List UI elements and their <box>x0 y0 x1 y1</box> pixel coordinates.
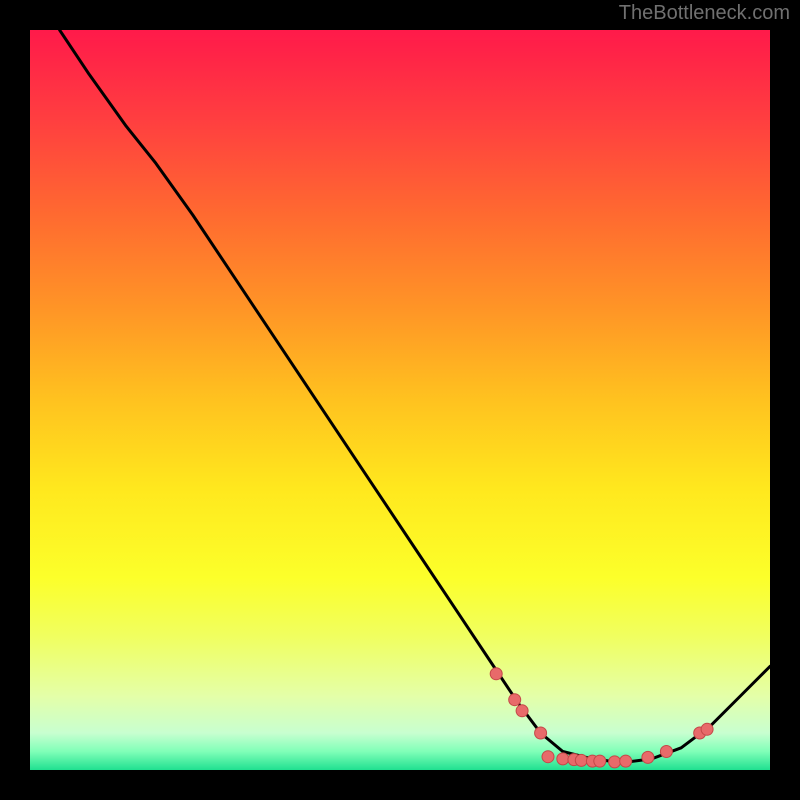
marker-dot <box>642 751 654 763</box>
plot-frame <box>30 30 770 770</box>
marker-dot <box>490 668 502 680</box>
marker-dot <box>509 694 521 706</box>
marker-dot <box>557 753 569 765</box>
marker-dot <box>594 755 606 767</box>
marker-dot <box>660 746 672 758</box>
gradient-fill <box>30 30 770 770</box>
marker-dot <box>701 723 713 735</box>
marker-dot <box>609 756 621 768</box>
marker-dot <box>620 755 632 767</box>
marker-dot <box>516 705 528 717</box>
marker-dot <box>535 727 547 739</box>
marker-dot <box>575 754 587 766</box>
marker-dot <box>542 751 554 763</box>
chart-svg <box>30 30 770 770</box>
watermark-text: TheBottleneck.com <box>619 2 790 25</box>
